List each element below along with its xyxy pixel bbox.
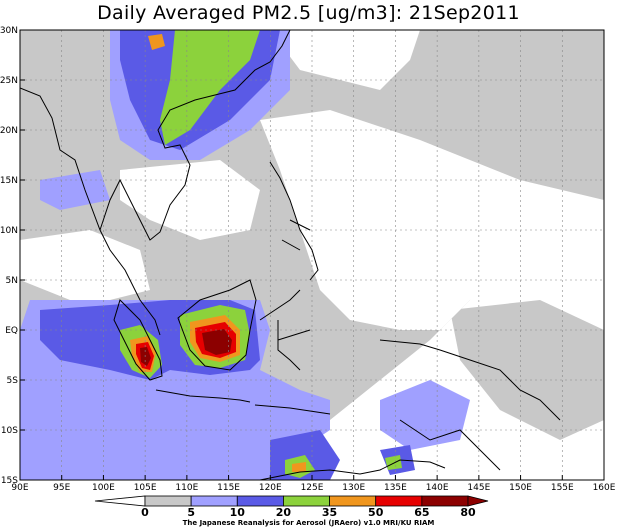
lon-tick-label: 115E [217, 483, 240, 493]
pm25-level-80-plus-region-sumatra [140, 347, 151, 366]
colorbar-swatch [421, 495, 469, 507]
lon-tick-label: 160E [593, 483, 616, 493]
pm25-field [20, 30, 604, 480]
colorbar-level-label: 20 [276, 506, 292, 519]
lon-tick-label: 120E [259, 483, 282, 493]
lat-tick-label: 30N [0, 26, 18, 36]
pm25-level-35-50-region-east [385, 455, 402, 470]
lon-tick-label: 150E [509, 483, 532, 493]
lon-tick-label: 90E [11, 483, 28, 493]
lat-tick-label: 5N [6, 276, 18, 286]
lat-tick-label: 10S [1, 426, 18, 436]
colorbar-level-label: 5 [187, 506, 195, 519]
colorbar-swatch [283, 495, 330, 507]
lon-tick-label: 135E [384, 483, 407, 493]
lon-tick-label: 125E [301, 483, 324, 493]
colorbar-swatch [329, 495, 377, 507]
lon-tick-label: 100E [92, 483, 115, 493]
lon-tick-label: 130E [342, 483, 365, 493]
pm25-level-35-50-region-north [160, 30, 260, 145]
coastline-new-guinea [379, 339, 561, 471]
pm25-level-5-10-region-east [450, 300, 604, 440]
colorbar: 0 5 10 20 35 50 65 80 [94, 495, 489, 519]
colorbar-level-label: 10 [230, 506, 246, 519]
lon-tick-label: 155E [551, 483, 574, 493]
colorbar-swatch [236, 495, 284, 507]
coastline-mainland-asia [20, 30, 291, 336]
pm25-level-80-plus-region-borneo [202, 329, 232, 355]
lon-tick-label: 105E [134, 483, 157, 493]
map-title: Daily Averaged PM2.5 [ug/m3]: 21Sep2011 [97, 2, 520, 24]
lat-tick-label: 15N [0, 176, 18, 186]
coastline-borneo [177, 279, 257, 371]
lon-tick-label: 95E [53, 483, 70, 493]
colorbar-swatch-min [94, 495, 146, 507]
colorbar-level-label: 50 [368, 506, 384, 519]
pm25-level-0-5-region [260, 110, 604, 330]
pm25-level-0-5-region-west [20, 230, 150, 300]
lon-tick-label: 145E [467, 483, 490, 493]
pm25-level-10-20-region-east [380, 380, 470, 450]
lat-tick-label: 15S [1, 476, 18, 486]
colorbar-level-label: 35 [322, 506, 337, 519]
credit-text: The Japanese Reanalysis for Aerosol (JRA… [182, 519, 435, 527]
coastline-philippines [269, 161, 319, 281]
lat-tick-label: 20N [0, 126, 18, 136]
colorbar-level-label: 65 [414, 506, 429, 519]
colorbar-swatch [144, 495, 192, 507]
coastline-java [155, 389, 331, 415]
lat-tick-label: 5S [7, 376, 19, 386]
colorbar-swatch [190, 495, 238, 507]
lon-tick-label: 110E [175, 483, 198, 493]
coastline-australia [259, 459, 446, 480]
colorbar-level-label: 0 [141, 506, 149, 519]
colorbar-swatch-max [467, 495, 489, 507]
map-grid [20, 30, 604, 480]
colorbar-level-label: 80 [460, 506, 476, 519]
map-axis-ticks: 90E 95E 100E 105E 110E 115E 120E 125E 130E 135E 14… [0, 26, 616, 493]
coastlines [20, 30, 561, 480]
lat-tick-label: 10N [0, 226, 18, 236]
coastline-sulawesi [259, 289, 311, 371]
colorbar-swatch [375, 495, 423, 507]
pm25-level-50-65-region-north [148, 34, 165, 50]
coastline-sumatra [113, 299, 163, 381]
lat-tick-label: 25N [0, 76, 18, 86]
lon-tick-label: 140E [426, 483, 449, 493]
lat-tick-label: EQ [5, 326, 18, 336]
pm25-level-50-65-region-timor [292, 462, 306, 472]
pm25-level-10-20-region-north-sea [40, 170, 110, 210]
